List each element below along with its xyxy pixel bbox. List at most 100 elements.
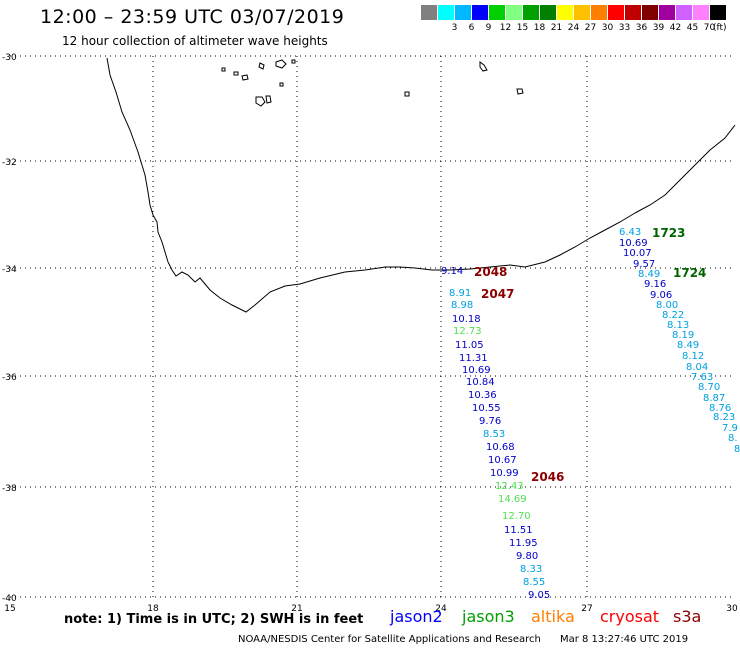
latitude-label: -40	[2, 594, 17, 604]
wave-height-value: 9.05	[528, 590, 550, 601]
wave-height-value: 8.87	[703, 393, 725, 404]
longitude-label: 27	[581, 604, 592, 614]
scale-label: 39	[652, 23, 665, 33]
wave-height-value: 10.55	[472, 403, 501, 414]
track-id: 1724	[673, 266, 706, 280]
scale-swatch	[591, 5, 608, 20]
wave-height-value: 9.57	[633, 259, 655, 270]
scale-swatch	[506, 5, 523, 20]
scale-swatch	[489, 5, 506, 20]
scale-swatch	[557, 5, 574, 20]
wave-height-value: 8.49	[677, 340, 699, 351]
scale-swatch	[540, 5, 557, 20]
wave-height-value: 10.68	[486, 442, 515, 453]
wave-height-value: 10.99	[490, 468, 519, 479]
latitude-label: -32	[2, 158, 17, 168]
satellite-s3a: s3a	[673, 607, 702, 626]
wave-height-value: 11.31	[459, 353, 488, 364]
latitude-label: -36	[2, 373, 17, 383]
scale-label: 6	[468, 23, 475, 33]
scale-swatch	[455, 5, 472, 20]
map-title: 12:00 – 23:59 UTC 03/07/2019	[40, 6, 345, 28]
scale-swatch	[421, 5, 438, 20]
lat-lon-grid	[10, 55, 732, 598]
wave-height-value: 12.70	[502, 511, 531, 522]
wave-height-observations: 9.148.918.9810.1812.7311.0511.3110.6910.…	[441, 227, 740, 601]
satellite-altika: altika	[531, 607, 575, 626]
wave-height-value: 9.14	[441, 266, 463, 277]
longitude-label: 18	[147, 604, 159, 614]
wave-height-value: 8.53	[483, 429, 505, 440]
islands	[221, 59, 524, 107]
wave-height-value: 8.55	[523, 577, 545, 588]
scale-swatch	[608, 5, 625, 20]
wave-height-value: 8.98	[451, 300, 473, 311]
scale-swatch	[710, 5, 727, 20]
wave-height-value: 8.12	[682, 351, 704, 362]
footer-note: note: 1) Time is in UTC; 2) SWH is in fe…	[64, 612, 364, 627]
wave-height-value: 8.	[734, 444, 740, 455]
wave-height-value: 11.05	[455, 340, 484, 351]
wave-height-value: 12.43	[495, 481, 524, 492]
scale-label: 12	[499, 23, 512, 33]
wave-height-value: 12.73	[453, 326, 482, 337]
scale-label: 18	[533, 23, 546, 33]
scale-label: 33	[618, 23, 631, 33]
wave-height-value: 9.06	[650, 290, 672, 301]
scale-label: 9	[485, 23, 492, 33]
wave-height-value: 10.36	[468, 390, 497, 401]
latitude-label: -38	[2, 484, 17, 494]
wave-height-value: 7.63	[691, 372, 713, 383]
wave-height-value: 8.13	[667, 320, 689, 331]
wave-height-value: 8.19	[672, 330, 694, 341]
wave-height-value: 14.69	[498, 494, 527, 505]
wave-height-value: 10.18	[452, 314, 481, 325]
wave-height-value: 11.51	[504, 525, 533, 536]
map-subtitle: 12 hour collection of altimeter wave hei…	[62, 34, 328, 48]
wave-height-value: 8.04	[686, 362, 708, 373]
scale-swatch	[693, 5, 710, 20]
scale-swatch	[523, 5, 540, 20]
coastline	[106, 57, 736, 313]
latitude-label: -34	[2, 265, 17, 275]
wave-height-value: 8.91	[449, 288, 471, 299]
scale-label: 70	[703, 23, 716, 33]
scale-swatch	[676, 5, 693, 20]
wave-height-value: 8.70	[698, 382, 720, 393]
longitude-label: 24	[435, 604, 447, 614]
wave-height-value: 10.84	[466, 377, 495, 388]
scale-label: 42	[669, 23, 682, 33]
track-id: 1723	[652, 226, 685, 240]
satellite-jason3: jason3	[462, 607, 515, 626]
wave-height-value: 10.69	[619, 238, 648, 249]
scale-label: 3	[451, 23, 458, 33]
scale-swatch	[659, 5, 676, 20]
scale-label: 15	[516, 23, 529, 33]
track-id-labels: 1723 1724 2048 2047 2046	[474, 226, 706, 484]
scale-label: 27	[584, 23, 597, 33]
wave-height-value: 9.80	[516, 551, 538, 562]
wave-height-value: 8.00	[656, 300, 678, 311]
track-id: 2046	[531, 470, 564, 484]
generated-timestamp: Mar 8 13:27:46 UTC 2019	[559, 634, 689, 645]
satellite-cryosat: cryosat	[600, 607, 660, 626]
credit-text: NOAA/NESDIS Center for Satellite Applica…	[238, 634, 541, 645]
track-id: 2047	[481, 287, 514, 301]
wave-height-value: 9.16	[644, 279, 666, 290]
wave-height-value: 10.07	[623, 248, 652, 259]
scale-label: 24	[567, 23, 580, 33]
longitude-label: 30	[726, 604, 738, 614]
scale-label: 36	[635, 23, 648, 33]
scale-swatch	[438, 5, 455, 20]
wave-height-value: 9.76	[479, 416, 501, 427]
wave-height-value: 10.69	[462, 365, 491, 376]
scale-swatch	[642, 5, 659, 20]
scale-label: 21	[550, 23, 563, 33]
wave-height-value: 8.23	[713, 412, 735, 423]
wave-height-value: 7.9	[722, 423, 738, 434]
scale-swatch	[625, 5, 642, 20]
longitude-label: 21	[291, 604, 302, 614]
track-id: 2048	[474, 265, 507, 279]
credit-line: NOAA/NESDIS Center for Satellite Applica…	[238, 634, 688, 645]
